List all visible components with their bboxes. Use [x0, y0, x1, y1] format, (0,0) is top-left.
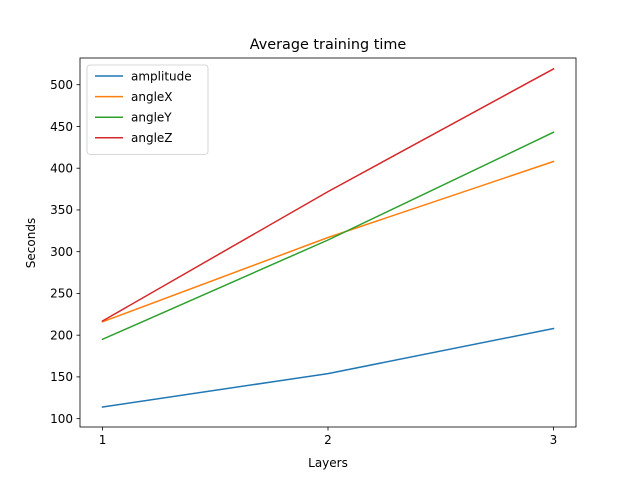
y-axis-label: Seconds [24, 218, 38, 268]
x-tick-label: 1 [99, 433, 107, 447]
legend-label-amplitude: amplitude [131, 69, 192, 83]
y-tick-label: 250 [50, 287, 73, 301]
legend-box [86, 64, 209, 155]
series-line-angleX [101, 160, 555, 323]
y-tick-label: 450 [50, 120, 73, 134]
y-tick-label: 150 [50, 370, 73, 384]
series-line-amplitude [101, 327, 555, 408]
x-tick-label: 2 [324, 433, 332, 447]
x-axis-label: Layers [308, 456, 348, 470]
y-axis: 100 150 200 250 300 350 400 450 500 [50, 78, 80, 426]
legend-label-angleZ: angleZ [131, 131, 173, 145]
y-tick-label: 200 [50, 328, 73, 342]
x-tick-label: 3 [550, 433, 558, 447]
y-tick-label: 300 [50, 245, 73, 259]
legend: amplitude angleX angleY angleZ [86, 64, 209, 155]
series-line-angleY [101, 131, 555, 341]
legend-label-angleX: angleX [131, 90, 173, 104]
y-tick-label: 500 [50, 78, 73, 92]
chart-title: Average training time [250, 37, 407, 53]
legend-label-angleY: angleY [131, 111, 172, 125]
y-tick-label: 350 [50, 203, 73, 217]
y-tick-label: 400 [50, 161, 73, 175]
series-line-angleZ [101, 67, 555, 323]
plot-area [79, 57, 577, 428]
y-tick-label: 100 [50, 412, 73, 426]
x-axis: 1 2 3 [99, 427, 558, 447]
